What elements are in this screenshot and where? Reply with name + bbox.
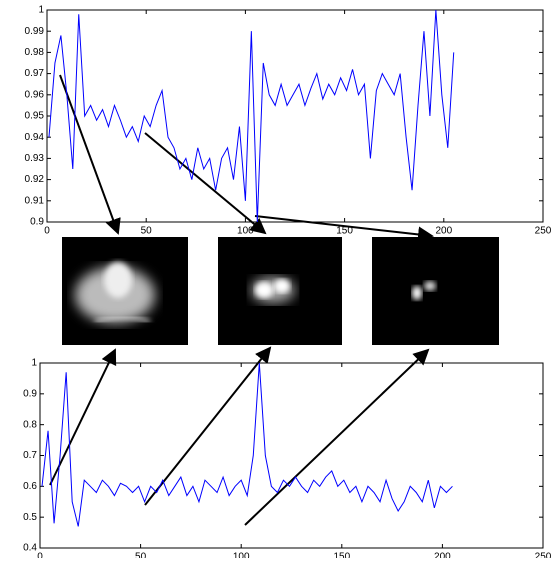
data-line: [41, 362, 453, 527]
x-tick-label: 100: [233, 552, 250, 558]
y-tick-label: 0.6: [23, 481, 37, 492]
y-tick-label: 0.9: [30, 217, 44, 228]
y-tick-label: 0.95: [25, 111, 45, 122]
image-panel: [218, 237, 342, 345]
image-panel: [62, 237, 188, 345]
x-tick-label: 250: [535, 226, 552, 237]
y-tick-label: 0.9: [23, 388, 37, 399]
plot-frame: [39, 362, 544, 549]
y-tick-label: 0.94: [25, 132, 45, 143]
x-tick-label: 250: [535, 552, 552, 558]
y-tick-label: 0.96: [25, 89, 45, 100]
y-tick-label: 0.7: [23, 450, 37, 461]
y-tick-label: 0.99: [25, 26, 45, 37]
y-tick-label: 0.5: [23, 512, 37, 523]
x-tick-label: 150: [336, 226, 353, 237]
y-tick-label: 1: [38, 5, 44, 16]
x-tick-label: 50: [141, 226, 153, 237]
data-line: [48, 9, 455, 223]
y-tick-label: 0.97: [25, 68, 45, 79]
arrows: [49, 74, 434, 526]
y-tick-label: 0.92: [25, 174, 45, 185]
image-panel: [372, 237, 499, 345]
x-tick-label: 50: [135, 552, 147, 558]
x-tick-label: 0: [37, 552, 43, 558]
y-tick-label: 0.93: [25, 153, 45, 164]
y-tick-label: 0.4: [23, 543, 37, 554]
x-tick-label: 100: [237, 226, 254, 237]
y-tick-label: 0.91: [25, 195, 45, 206]
y-tick-label: 0.98: [25, 47, 45, 58]
x-tick-label: 0: [44, 226, 50, 237]
x-tick-label: 200: [434, 552, 451, 558]
y-tick-label: 1: [31, 358, 37, 369]
x-tick-label: 150: [333, 552, 350, 558]
plot-frame: [46, 9, 544, 223]
y-tick-label: 0.8: [23, 419, 37, 430]
x-tick-label: 200: [435, 226, 452, 237]
